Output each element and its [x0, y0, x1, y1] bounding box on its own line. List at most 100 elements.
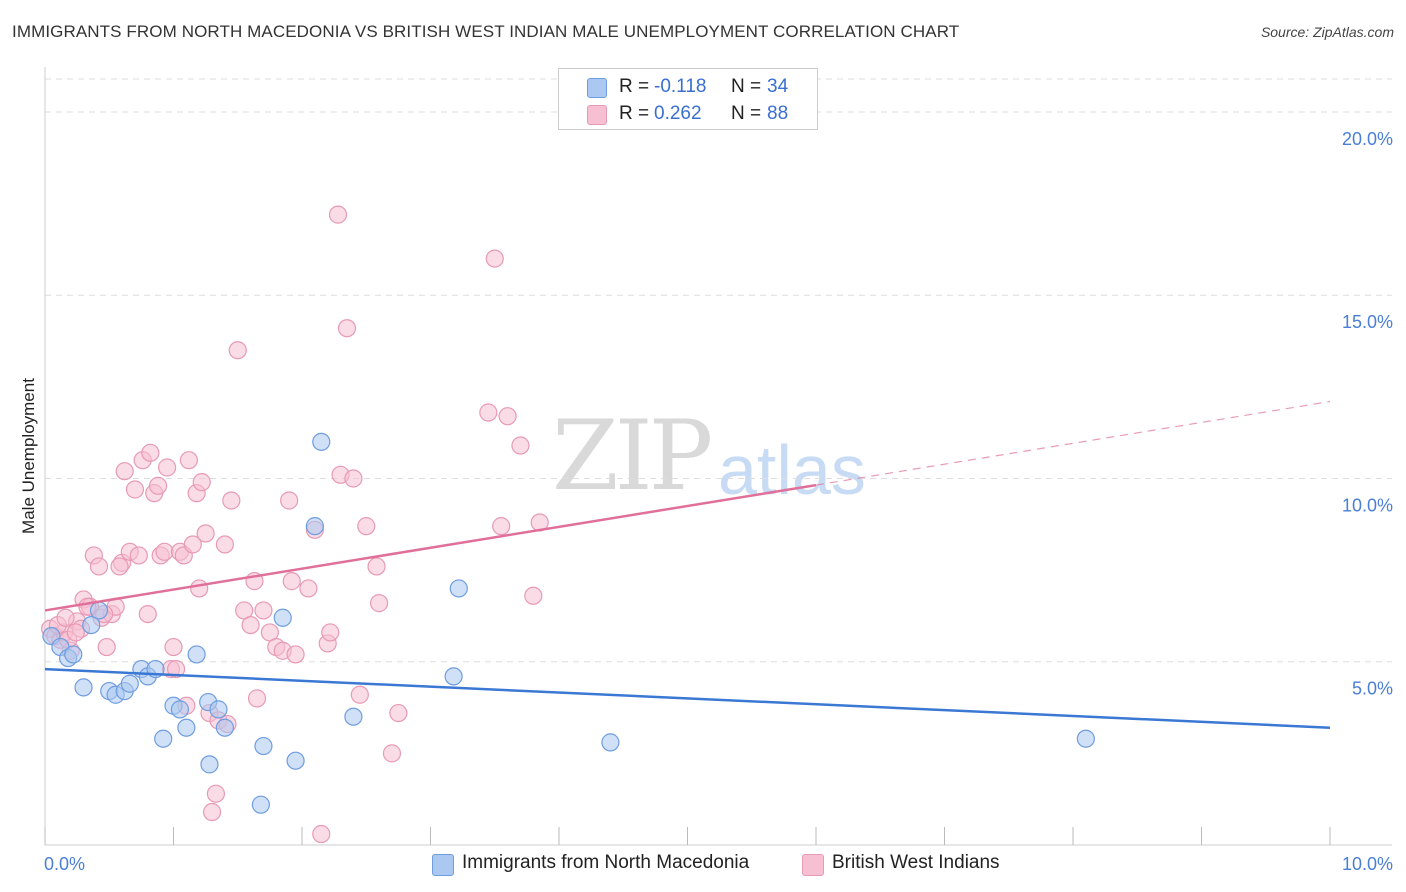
point-british-west-indians — [479, 403, 498, 422]
point-north-macedonia — [449, 579, 468, 598]
point-british-west-indians — [222, 491, 241, 510]
correlation-legend: R = -0.118 N = 34 R = 0.262 N = 88 — [558, 68, 818, 130]
bottom-legend-label: Immigrants from North Macedonia — [462, 852, 750, 873]
point-north-macedonia — [120, 674, 139, 693]
legend-swatch-pink — [587, 105, 607, 125]
point-british-west-indians — [179, 451, 199, 470]
point-british-west-indians — [183, 535, 202, 554]
point-british-west-indians — [492, 517, 511, 536]
point-british-west-indians — [337, 319, 357, 338]
legend-r-value: 0.262 — [654, 103, 702, 124]
point-north-macedonia — [89, 601, 109, 620]
legend-swatch-blue — [587, 78, 607, 98]
point-british-west-indians — [511, 436, 530, 455]
point-british-west-indians — [164, 637, 183, 657]
point-north-macedonia — [74, 678, 93, 697]
gridlines — [45, 78, 1392, 663]
trend-line-solid — [44, 483, 817, 612]
point-british-west-indians — [166, 659, 186, 679]
point-north-macedonia — [344, 707, 363, 726]
point-north-macedonia — [82, 615, 101, 635]
series-north-macedonia — [42, 432, 1095, 814]
trend-line-dashed — [815, 400, 1331, 486]
point-british-west-indians — [280, 491, 299, 510]
point-british-west-indians — [157, 458, 177, 477]
series-british-west-indians — [41, 205, 549, 844]
legend-n-label: N = — [731, 103, 762, 124]
point-north-macedonia — [444, 667, 463, 686]
point-north-macedonia — [177, 718, 196, 737]
point-british-west-indians — [321, 623, 340, 642]
y-tick-label: 5.0% — [1352, 679, 1393, 699]
point-british-west-indians — [312, 824, 331, 844]
point-north-macedonia — [286, 751, 305, 770]
point-british-west-indians — [367, 557, 386, 576]
x-tick-label: 0.0% — [44, 854, 85, 874]
point-british-west-indians — [254, 601, 273, 620]
source-label: Source: ZipAtlas.com — [1260, 24, 1394, 40]
legend-n-value: 34 — [767, 76, 789, 97]
watermark-zip: ZIP — [552, 400, 713, 512]
bottom-legend-label: British West Indians — [832, 852, 1000, 873]
point-british-west-indians — [202, 802, 222, 822]
point-north-macedonia — [254, 736, 273, 756]
point-british-west-indians — [241, 615, 260, 635]
trend-line-solid — [44, 667, 1331, 729]
point-british-west-indians — [382, 744, 402, 763]
y-tick-label: 15.0% — [1342, 312, 1393, 332]
point-british-west-indians — [196, 524, 215, 543]
point-british-west-indians — [357, 517, 376, 536]
point-north-macedonia — [209, 700, 228, 719]
point-british-west-indians — [190, 579, 209, 598]
point-british-west-indians — [215, 535, 234, 554]
point-british-west-indians — [138, 605, 157, 624]
point-north-macedonia — [601, 733, 620, 752]
point-north-macedonia — [200, 755, 219, 774]
point-north-macedonia — [154, 729, 173, 748]
point-british-west-indians — [370, 594, 389, 613]
point-north-macedonia — [170, 700, 190, 719]
point-north-macedonia — [215, 718, 234, 737]
point-british-west-indians — [66, 623, 85, 642]
x-tick-label: 10.0% — [1342, 854, 1393, 874]
point-north-macedonia — [305, 517, 324, 536]
point-british-west-indians — [56, 608, 75, 627]
legend-r-label: R = — [619, 76, 650, 97]
legend-n-value: 88 — [767, 103, 789, 124]
point-british-west-indians — [286, 645, 305, 664]
point-british-west-indians — [148, 476, 168, 495]
point-british-west-indians — [129, 546, 148, 565]
tick-labels: 5.0% 10.0% 15.0% 20.0% 0.0% 10.0% — [44, 129, 1393, 874]
point-north-macedonia — [251, 795, 270, 814]
point-british-west-indians — [328, 205, 348, 224]
point-north-macedonia — [312, 432, 331, 451]
y-tick-label: 10.0% — [1342, 495, 1393, 515]
legend-row-british-west-indians: R = 0.262 N = 88 — [559, 100, 817, 126]
bottom-legend-swatch-blue — [432, 854, 454, 876]
point-north-macedonia — [273, 608, 292, 627]
point-british-west-indians — [247, 689, 267, 708]
point-british-west-indians — [485, 249, 504, 268]
point-british-west-indians — [89, 557, 109, 576]
point-british-west-indians — [282, 572, 301, 591]
point-british-west-indians — [110, 557, 129, 576]
y-tick-label: 20.0% — [1342, 129, 1393, 149]
point-british-west-indians — [498, 407, 517, 426]
point-british-west-indians — [299, 579, 318, 598]
point-north-macedonia — [1076, 729, 1095, 748]
legend-n-label: N = — [731, 76, 762, 97]
chart-title: IMMIGRANTS FROM NORTH MACEDONIA VS BRITI… — [12, 22, 960, 41]
point-north-macedonia — [187, 645, 206, 664]
trend-lines — [44, 400, 1331, 729]
legend-r-label: R = — [619, 103, 650, 124]
legend-r-value: -0.118 — [654, 76, 707, 97]
point-british-west-indians — [344, 469, 363, 488]
point-british-west-indians — [228, 341, 247, 360]
bottom-legend-swatch-pink — [802, 854, 824, 876]
point-british-west-indians — [192, 473, 211, 492]
point-british-west-indians — [141, 443, 160, 462]
point-british-west-indians — [389, 703, 408, 723]
point-british-west-indians — [155, 542, 174, 561]
point-british-west-indians — [350, 685, 369, 704]
